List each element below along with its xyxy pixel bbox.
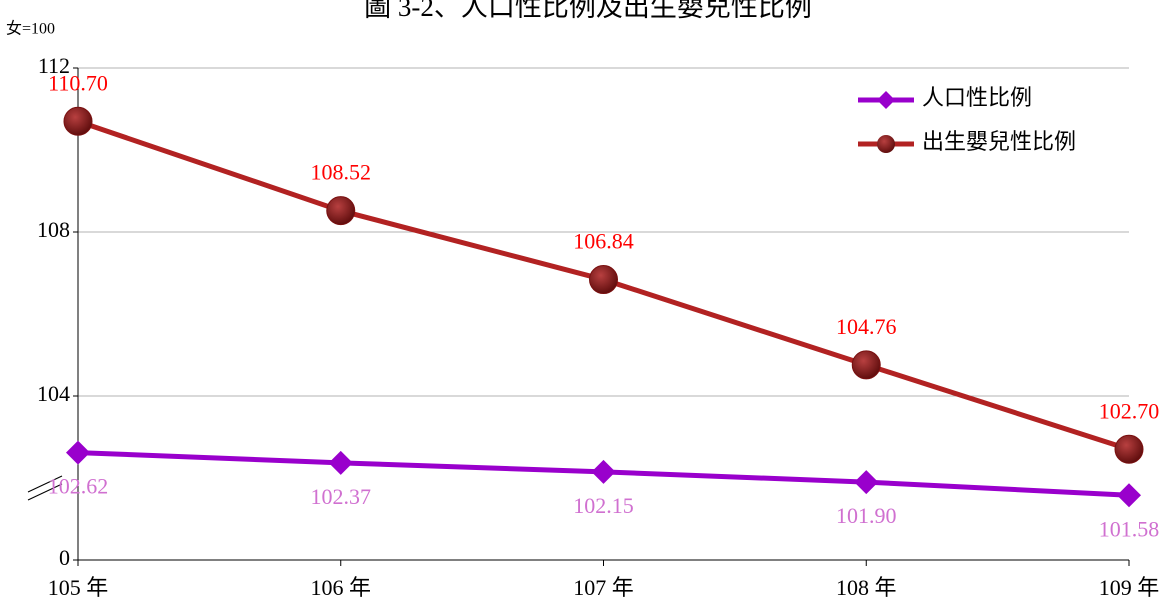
data-label: 108.52 <box>311 160 372 185</box>
data-point <box>591 459 616 484</box>
x-tick-label: 105 年 <box>48 575 109 600</box>
data-label: 102.37 <box>311 484 372 509</box>
x-tick-label: 106 年 <box>310 575 371 600</box>
y-tick-label: 0 <box>59 545 70 570</box>
data-point <box>328 450 353 475</box>
data-label: 106.84 <box>573 229 634 254</box>
data-label: 101.58 <box>1099 516 1160 541</box>
data-point <box>63 106 93 136</box>
y-tick-label: 108 <box>37 217 70 242</box>
y-tick-label: 104 <box>37 381 70 406</box>
x-tick-label: 107 年 <box>573 575 634 600</box>
data-point <box>66 440 90 465</box>
x-tick-label: 108 年 <box>836 575 897 600</box>
data-label: 110.70 <box>48 70 108 95</box>
data-point <box>1117 483 1141 508</box>
data-label: 102.62 <box>48 474 109 499</box>
data-point <box>589 265 618 295</box>
data-point <box>326 196 356 226</box>
data-label: 104.76 <box>836 314 897 339</box>
legend-label: 出生嬰兒性比例 <box>922 129 1076 154</box>
data-label: 101.90 <box>836 503 897 528</box>
x-tick-label: 109 年 <box>1099 575 1160 600</box>
chart-title: 圖 3-2、人口性比例及出生嬰兒性比例 <box>364 0 812 22</box>
y-tick-label: 112 <box>38 53 70 78</box>
axis-break <box>27 475 63 493</box>
data-point <box>1114 434 1144 464</box>
data-label: 102.15 <box>573 493 634 518</box>
y-unit: 女=100 <box>6 19 55 38</box>
data-label: 102.70 <box>1099 398 1160 423</box>
data-point <box>851 350 881 380</box>
legend-marker <box>877 135 895 153</box>
data-point <box>854 470 879 495</box>
legend-marker <box>877 91 895 109</box>
legend-label: 人口性比例 <box>922 85 1032 110</box>
axis-break <box>27 483 63 501</box>
